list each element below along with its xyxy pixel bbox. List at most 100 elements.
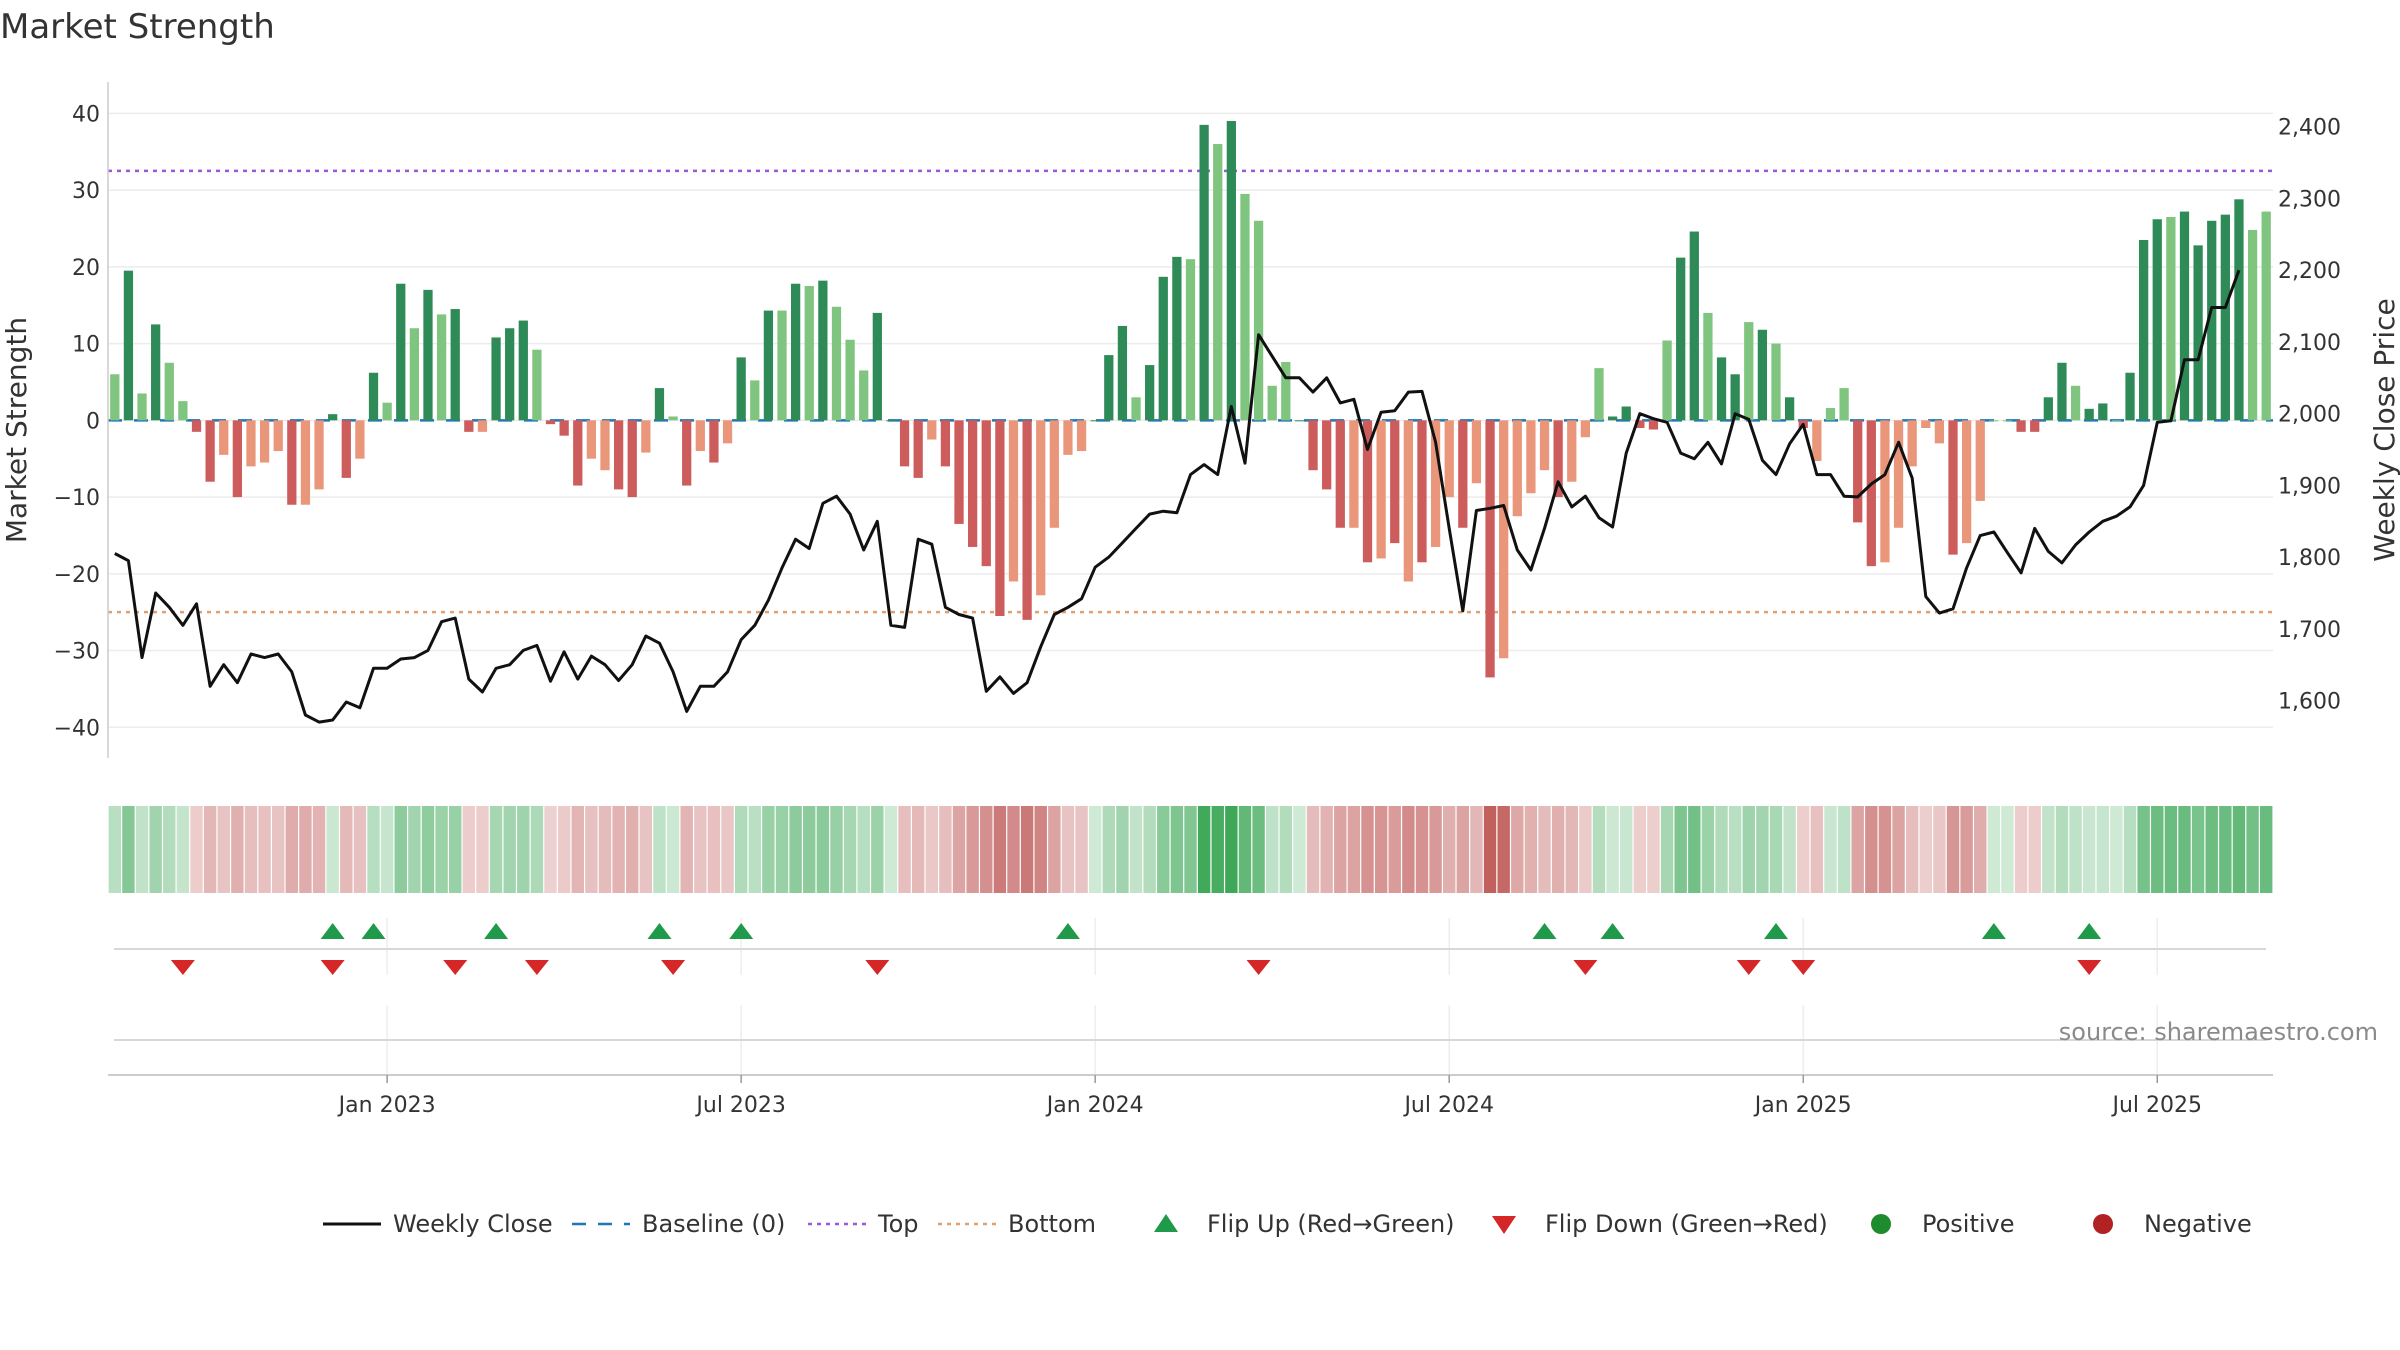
strength-bar (1226, 121, 1236, 421)
strength-bar (845, 339, 855, 421)
heat-cell (762, 806, 775, 893)
heat-cell (653, 806, 666, 893)
heat-cell (380, 806, 394, 893)
flip-down-marker (1791, 960, 1816, 975)
heat-cell (1742, 806, 1755, 893)
strength-bar (1921, 420, 1931, 428)
strength-bar (1267, 385, 1277, 421)
strength-bar (341, 420, 351, 478)
heat-cell (1415, 806, 1429, 893)
heat-cell (1265, 806, 1279, 893)
heat-cell (299, 806, 312, 893)
heat-cell (449, 806, 462, 893)
strength-bar (2002, 420, 2013, 422)
heat-cell (1402, 806, 1415, 893)
heat-cell (1116, 806, 1129, 893)
heat-cell (1878, 806, 1892, 893)
heat-cell (2069, 806, 2082, 893)
strength-bar (1471, 420, 1482, 484)
legend-label: Flip Down (Green→Red) (1545, 1210, 1828, 1238)
heat-cell (2014, 806, 2028, 893)
strength-bar (1730, 374, 1740, 421)
heat-cell (1783, 806, 1796, 893)
heat-cell (530, 806, 544, 893)
strength-bar (2166, 216, 2176, 421)
heat-cell (2042, 806, 2055, 893)
strength-bar (1090, 420, 1100, 422)
strength-bar (1444, 420, 1454, 498)
heat-cell (1157, 806, 1170, 893)
strength-bar (1744, 322, 1754, 421)
heat-cell (203, 806, 217, 893)
heat-cell (217, 806, 230, 893)
heat-cell (598, 806, 612, 893)
flip-down-marker (1246, 960, 1271, 975)
heat-cell (2001, 806, 2014, 893)
heat-cell (1211, 806, 1224, 893)
strength-bar (1390, 420, 1400, 544)
heat-cell (1238, 806, 1252, 893)
strength-bar (1880, 420, 1890, 563)
strength-bar (1049, 420, 1059, 528)
heat-cell (122, 806, 135, 893)
strength-bar (1008, 420, 1019, 582)
flip-up-marker (1055, 923, 1080, 939)
flip-signal-strip (114, 918, 2266, 975)
heat-cell (326, 806, 339, 893)
legend-swatch-flip-up (1154, 1214, 1178, 1232)
y-tick-label: −10 (54, 486, 100, 511)
heat-cell (1919, 806, 1932, 893)
heat-cell (1129, 806, 1143, 893)
heat-cell (2246, 806, 2259, 893)
strength-bar (695, 420, 705, 452)
heat-cell (1061, 806, 1075, 893)
heat-cell (176, 806, 190, 893)
strength-bar (246, 420, 256, 467)
heat-cell (843, 806, 857, 893)
heat-cell (149, 806, 162, 893)
heat-cell (312, 806, 326, 893)
source-label: source: sharemaestro.com (2059, 1018, 2378, 1046)
heat-cell (340, 806, 353, 893)
strength-bar (1145, 365, 1155, 421)
strength-bar (1784, 397, 1795, 421)
heat-cell (421, 806, 435, 893)
heat-cell (1347, 806, 1361, 893)
y2-tick-label: 2,000 (2278, 403, 2341, 428)
strength-bar (477, 420, 488, 432)
legend-label: Top (877, 1210, 919, 1238)
heat-cell (1905, 806, 1919, 893)
strength-bar (899, 420, 910, 467)
flip-down-marker (661, 960, 686, 975)
y-axis-right: 2,400 2,300 2,200 2,100 2,000 1,900 1,800 1,700… (2278, 116, 2341, 715)
y2-tick-label: 2,400 (2278, 116, 2341, 141)
strength-bar (1553, 420, 1563, 498)
strength-bar (300, 420, 311, 505)
strength-bar (2016, 420, 2026, 432)
heat-cell (1048, 806, 1061, 893)
strength-bar (205, 420, 215, 482)
strength-bar (1962, 420, 1972, 544)
heat-cell (1620, 806, 1633, 893)
heat-cell (517, 806, 530, 893)
flip-down-marker (524, 960, 549, 975)
strength-bar (1948, 420, 1958, 555)
strength-bar (287, 420, 297, 505)
strength-bar (1621, 406, 1631, 421)
strength-bar (627, 420, 637, 498)
heat-cell (925, 806, 938, 893)
strength-bar (2220, 214, 2230, 421)
strength-bar (1376, 420, 1386, 559)
strength-bar (1676, 257, 1686, 421)
flip-down-marker (320, 960, 345, 975)
heat-cell (1728, 806, 1742, 893)
legend-label: Positive (1922, 1210, 2015, 1238)
heat-cell (2205, 806, 2218, 893)
chart-title: Market Strength (0, 7, 275, 47)
legend-label: Baseline (0) (642, 1210, 785, 1238)
heat-cell (1197, 806, 1211, 893)
heat-cell (462, 806, 476, 893)
strength-bar (613, 420, 624, 490)
strength-bar (940, 420, 951, 467)
flip-up-marker (2077, 923, 2102, 939)
